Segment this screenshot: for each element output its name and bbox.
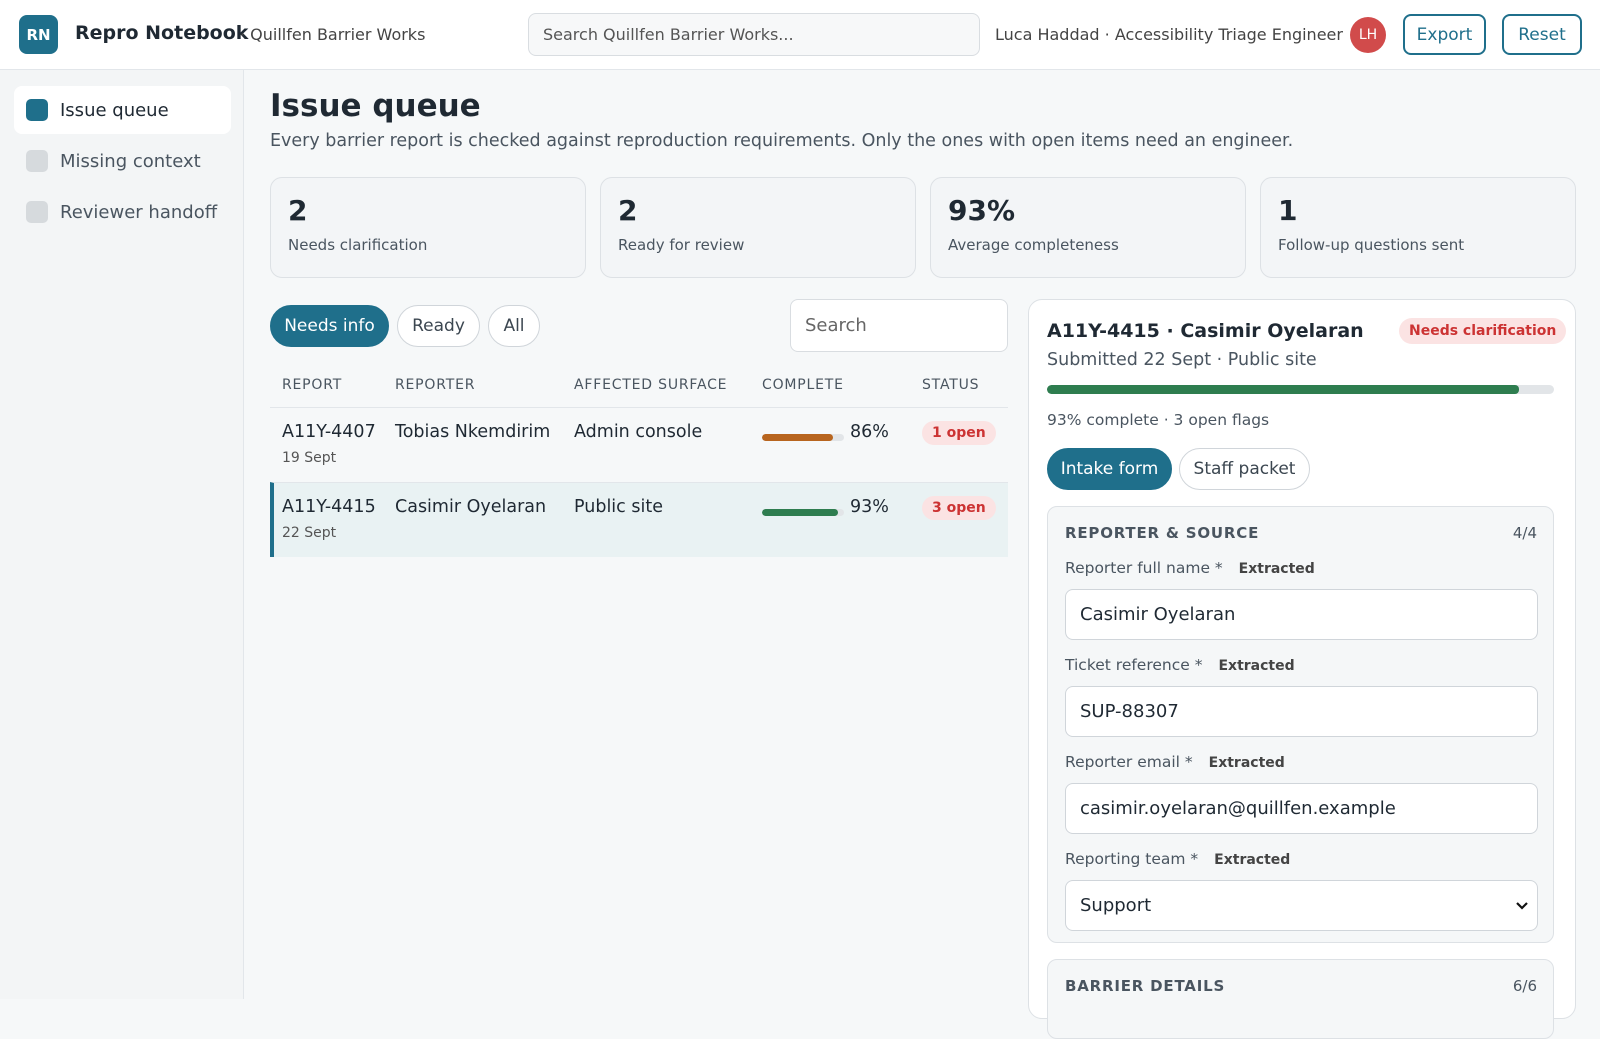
table-row[interactable]: A11Y-4407 19 Sept Tobias Nkemdirim Admin co…: [270, 407, 1008, 482]
section-count: 6/6: [1512, 977, 1537, 995]
detail-panel: A11Y-4415 · Casimir Oyelaran Needs clari…: [1028, 299, 1576, 1039]
stat-label: Needs clarification: [288, 236, 428, 254]
global-search[interactable]: Search Quillfen Barrier Works...: [528, 13, 980, 56]
column-header: STATUS: [922, 377, 980, 393]
progress-label: 93% complete · 3 open flags: [1047, 411, 1270, 429]
field-input[interactable]: Support: [1065, 880, 1538, 931]
column-header: REPORT: [282, 377, 343, 393]
report-id: A11Y-4407: [282, 422, 376, 442]
section-title: REPORTER & SOURCE: [1065, 524, 1260, 542]
filter-pill[interactable]: Ready: [397, 305, 480, 347]
stat-card: 1 Follow-up questions sent: [1260, 177, 1576, 278]
field-label-text: Reporting team *: [1065, 850, 1199, 868]
field-label: Ticket reference * Extracted: [1065, 656, 1295, 674]
field-tag: Extracted: [1238, 561, 1315, 577]
tab[interactable]: Staff packet: [1179, 448, 1310, 490]
section-count: 4/4: [1512, 524, 1537, 542]
app-name: Repro Notebook: [75, 22, 249, 44]
nav-item[interactable]: Issue queue: [14, 86, 231, 134]
avatar[interactable]: LH: [1350, 17, 1386, 53]
detail-meta: Submitted 22 Sept · Public site: [1047, 350, 1317, 370]
sidebar: Issue queue Missing context Reviewer han…: [0, 70, 244, 999]
chevron: [1516, 902, 1528, 910]
stat-label: Average completeness: [948, 236, 1119, 254]
logo: RN: [19, 15, 58, 54]
field-input[interactable]: Casimir Oyelaran: [1065, 589, 1538, 640]
stat-value: 93%: [948, 194, 1016, 227]
field-label-text: Ticket reference *: [1065, 656, 1203, 674]
export-button[interactable]: Export: [1403, 14, 1486, 55]
report-date: 22 Sept: [282, 525, 337, 541]
nav-label: Missing context: [60, 150, 201, 172]
form-section: BARRIER DETAILS 6/6: [1047, 959, 1554, 1039]
field-input[interactable]: SUP-88307: [1065, 686, 1538, 737]
field-label-text: Reporter full name *: [1065, 559, 1223, 577]
form-section: REPORTER & SOURCE 4/4 Reporter full name…: [1047, 506, 1554, 943]
status-badge: 1 open: [922, 421, 996, 445]
field-input[interactable]: casimir.oyelaran@quillfen.example: [1065, 783, 1538, 834]
field-label: Reporting team * Extracted: [1065, 850, 1290, 868]
reporter: Tobias Nkemdirim: [395, 422, 551, 442]
field-label: Reporter full name * Extracted: [1065, 559, 1315, 577]
page-subtitle: Every barrier report is checked against …: [270, 131, 1294, 151]
complete-bar: [762, 434, 833, 441]
complete-label: 86%: [850, 422, 889, 442]
table-search[interactable]: Search: [790, 299, 1008, 352]
column-header: AFFECTED SURFACE: [574, 377, 728, 393]
stat-value: 2: [618, 194, 638, 227]
stat-card: 93% Average completeness: [930, 177, 1246, 278]
stat-value: 2: [288, 194, 308, 227]
nav-label: Reviewer handoff: [60, 201, 218, 223]
field-label-text: Reporter email *: [1065, 753, 1193, 771]
filter-pill[interactable]: All: [488, 305, 540, 347]
nav-item[interactable]: Reviewer handoff: [14, 188, 231, 236]
stat-label: Follow-up questions sent: [1278, 236, 1465, 254]
tab[interactable]: Intake form: [1047, 448, 1172, 490]
nav-label: Issue queue: [60, 99, 169, 121]
status-badge: Needs clarification: [1399, 318, 1567, 344]
status-badge: 3 open: [922, 496, 996, 520]
progress-bar: [1047, 385, 1519, 394]
org-name: · Quillfen Barrier Works: [240, 25, 426, 44]
surface: Public site: [574, 497, 663, 517]
report-date: 19 Sept: [282, 450, 337, 466]
field-tag: Extracted: [1218, 658, 1295, 674]
field-tag: Extracted: [1214, 852, 1291, 868]
section-title: BARRIER DETAILS: [1065, 977, 1226, 995]
complete-track: [762, 434, 844, 441]
stat-label: Ready for review: [618, 236, 745, 254]
progress-track: [1047, 385, 1554, 394]
page-title: Issue queue: [270, 88, 481, 124]
complete-label: 93%: [850, 497, 889, 517]
reporter: Casimir Oyelaran: [395, 497, 547, 517]
complete-track: [762, 509, 844, 516]
table-row[interactable]: A11Y-4415 22 Sept Casimir Oyelaran Public s…: [270, 482, 1008, 557]
filter-pill[interactable]: Needs info: [270, 305, 389, 347]
stat-card: 2 Ready for review: [600, 177, 916, 278]
stat-value: 1: [1278, 194, 1298, 227]
complete-bar: [762, 509, 839, 516]
user-name: Luca Haddad · Accessibility Triage Engin…: [995, 25, 1343, 44]
field-tag: Extracted: [1208, 755, 1285, 771]
column-header: COMPLETE: [762, 377, 844, 393]
header: RN Repro Notebook · Quillfen Barrier Wor…: [0, 0, 1600, 70]
stat-card: 2 Needs clarification: [270, 177, 586, 278]
nav-item[interactable]: Missing context: [14, 137, 231, 185]
reset-button[interactable]: Reset: [1502, 14, 1582, 55]
surface: Admin console: [574, 422, 703, 442]
column-header: REPORTER: [395, 377, 476, 393]
detail-title: A11Y-4415 · Casimir Oyelaran: [1047, 320, 1364, 342]
report-id: A11Y-4415: [282, 497, 376, 517]
field-label: Reporter email * Extracted: [1065, 753, 1285, 771]
